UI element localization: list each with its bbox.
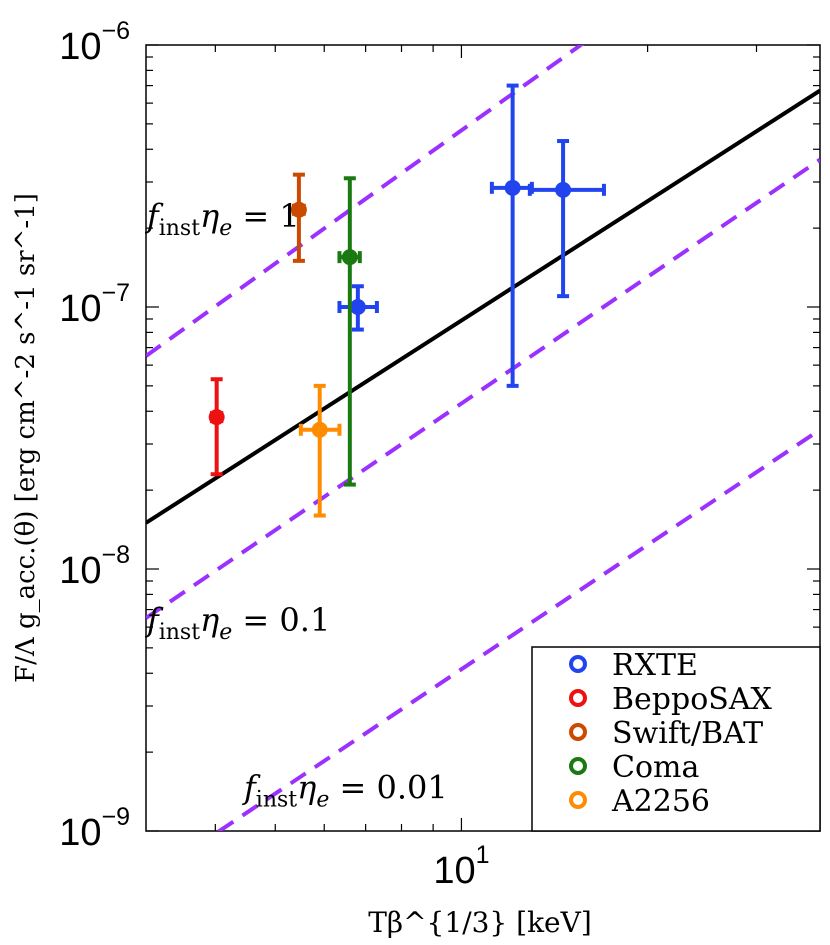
legend-marker [569,791,587,809]
legend-label: Coma [612,750,699,785]
y-tick-label: 10−8 [59,541,130,592]
y-tick-label: 10−7 [59,279,130,330]
data-point [527,139,606,299]
legend-item: RXTE [569,648,698,683]
line-annotation: finstηe = 0.1 [145,601,330,645]
marker [349,299,366,315]
data-points [208,83,606,518]
marker [290,201,307,218]
fit-line [146,88,820,525]
marker [504,179,521,196]
legend-marker [569,689,587,707]
marker [555,181,572,198]
legend-item: Coma [569,750,699,785]
data-point [208,377,225,477]
tick-labels: 10−9 10−8 10−7 10−6 101 [59,17,489,892]
x-axis-label: Tβ^{1/3} [keV] [368,906,592,939]
dashed-line [215,428,820,831]
data-point [337,176,362,487]
data-point [298,383,342,518]
marker [311,421,328,438]
data-point [337,284,379,332]
data-point [290,172,307,263]
line-annotations: finstηe = 1 finstηe = 0.1 finstηe = 0.01 [145,197,448,813]
plot-lines [146,45,820,831]
marker [208,409,225,426]
legend-label: Swift/BAT [612,716,763,751]
legend-item: Swift/BAT [569,716,763,751]
x-tick-label: 101 [433,841,489,892]
marker [341,249,358,266]
legend-marker [569,723,587,741]
legend-item: BeppoSAX [569,682,772,717]
legend-marker [569,757,587,775]
y-axis-label: F/Λ g_acc.(θ) [erg cm^-2 s^-1 sr^-1] [11,193,41,683]
dashed-line [146,45,585,358]
line-annotation: finstηe = 1 [145,197,300,241]
legend-label: BeppoSAX [612,682,772,717]
legend-label: A2256 [611,784,710,819]
dashed-line [146,158,820,620]
y-tick-label: 10−6 [59,17,130,68]
y-tick-label: 10−9 [59,803,130,854]
line-annotation: finstηe = 0.01 [242,769,448,813]
legend-item: A2256 [569,784,710,819]
legend-marker [569,655,587,673]
legend-label: RXTE [612,648,698,683]
